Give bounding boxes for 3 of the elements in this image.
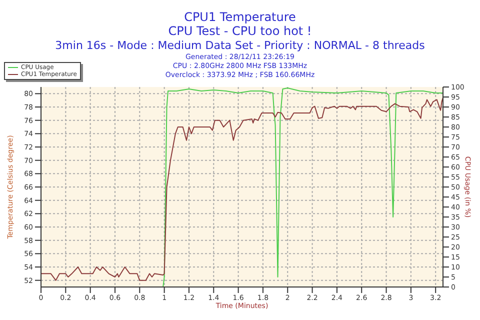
text: 3min 16s - Mode : Medium Data Set - Priority : NORMAL - 8 threads bbox=[54, 38, 426, 53]
chart-title: CPU1 Temperature bbox=[183, 10, 297, 24]
chart-subtitle: CPU Test - CPU too hot ! bbox=[167, 24, 313, 38]
